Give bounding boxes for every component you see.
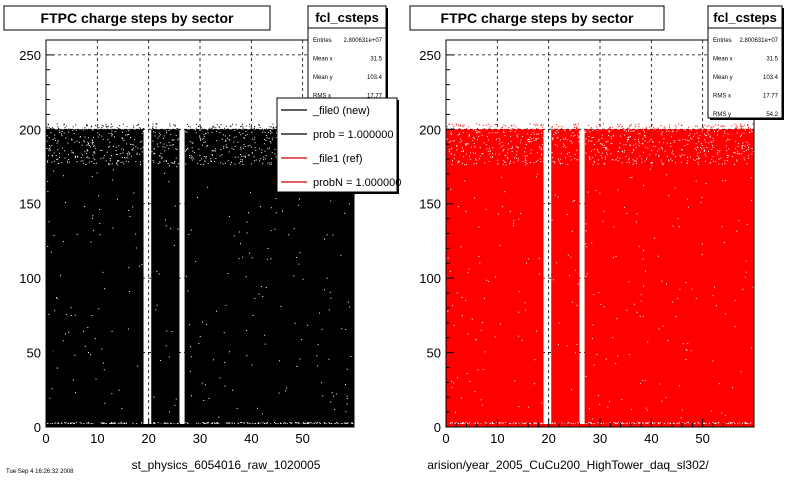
x-tick-label: 50 — [295, 431, 309, 446]
y-tick-label: 50 — [27, 346, 41, 361]
stats-row-label: Mean y — [713, 75, 733, 81]
stats-row-value: 31.5 — [370, 57, 382, 63]
left-file-label: st_physics_6054016_raw_1020005 — [132, 458, 321, 472]
histogram-fill-block — [551, 129, 580, 425]
y-tick-label: 0 — [434, 420, 441, 435]
right-pad: 0 10 20 30 40 50 0 50 100 150 200 250 FTPC charge s… — [409, 5, 755, 472]
y-tick-label: 250 — [419, 48, 441, 63]
legend: _file0 (new) prob = 1.000000 _file1 (ref) p… — [276, 97, 401, 194]
left-pad: 0 10 20 30 40 50 0 50 100 150 200 250 FTPC charge s… — [3, 5, 355, 475]
y-tick-label: 150 — [19, 197, 41, 212]
stats-row-label: RMS x — [713, 94, 731, 100]
right-chart-title: FTPC charge steps by sector — [441, 10, 635, 26]
histogram-fill-block — [151, 129, 180, 425]
x-tick-label: 30 — [193, 431, 207, 446]
stats-row-label: Mean y — [313, 75, 333, 81]
right-stats-box: fcl_csteps Entries 2.800631e+07 Mean x 31.5 M… — [707, 5, 784, 120]
right-plot-frame: 0 10 20 30 40 50 0 50 100 150 200 250 — [419, 39, 755, 446]
x-tick-label: 0 — [42, 431, 49, 446]
stats-row-value: 31.5 — [766, 57, 778, 63]
stats-row-label: Mean x — [713, 57, 733, 63]
left-stats-box: fcl_csteps Entries 2.800631e+07 Mean x 31.5 M… — [307, 5, 388, 104]
right-file-label: arision/year_2005_CuCu200_HighTower_daq_… — [427, 458, 709, 472]
x-tick-label: 50 — [695, 431, 709, 446]
stats-row-value: 17.77 — [763, 94, 779, 100]
stats-row-value: 103.4 — [367, 75, 383, 81]
stats-row-label: Entries — [313, 38, 332, 44]
legend-entry-label: _file1 (ref) — [312, 153, 363, 165]
x-tick-label: 20 — [541, 431, 555, 446]
legend-entry-label: probN = 1.000000 — [313, 177, 401, 189]
y-tick-label: 200 — [19, 122, 41, 137]
x-tick-label: 10 — [490, 431, 504, 446]
stats-row-value: 2.800631e+07 — [739, 38, 778, 44]
right-title-box — [409, 5, 665, 31]
x-tick-label: 40 — [644, 431, 658, 446]
stats-title: fcl_csteps — [315, 10, 379, 25]
y-tick-label: 150 — [419, 197, 441, 212]
y-tick-label: 200 — [419, 122, 441, 137]
x-tick-label: 20 — [141, 431, 155, 446]
left-title-box — [3, 5, 271, 31]
stats-row-label: RMS x — [313, 94, 331, 100]
left-footer-text: Tue Sep 4 16:26:32 2008 — [6, 469, 74, 475]
stats-title: fcl_csteps — [713, 10, 777, 25]
y-tick-label: 100 — [19, 271, 41, 286]
histogram-fill-block — [46, 129, 144, 425]
stats-row-value: 17.77 — [367, 94, 383, 100]
stats-row-label: RMS y — [713, 112, 731, 118]
stats-row-value: 103.4 — [763, 75, 779, 81]
histogram-fill-block — [446, 129, 544, 425]
x-tick-label: 0 — [442, 431, 449, 446]
y-tick-label: 50 — [427, 346, 441, 361]
stats-row-label: Mean x — [313, 57, 333, 63]
stats-row-label: Entries — [713, 38, 732, 44]
legend-entry-label: _file0 (new) — [312, 105, 370, 117]
x-tick-label: 30 — [593, 431, 607, 446]
legend-entry-label: prob = 1.000000 — [313, 129, 393, 141]
y-tick-label: 0 — [34, 420, 41, 435]
stats-row-value: 2.800631e+07 — [343, 38, 382, 44]
x-tick-label: 40 — [244, 431, 258, 446]
left-chart-title: FTPC charge steps by sector — [41, 10, 235, 26]
x-tick-label: 10 — [90, 431, 104, 446]
y-tick-label: 250 — [19, 48, 41, 63]
stats-row-value: 54.2 — [766, 112, 778, 118]
histogram-fill-block — [584, 129, 754, 425]
y-tick-label: 100 — [419, 271, 441, 286]
